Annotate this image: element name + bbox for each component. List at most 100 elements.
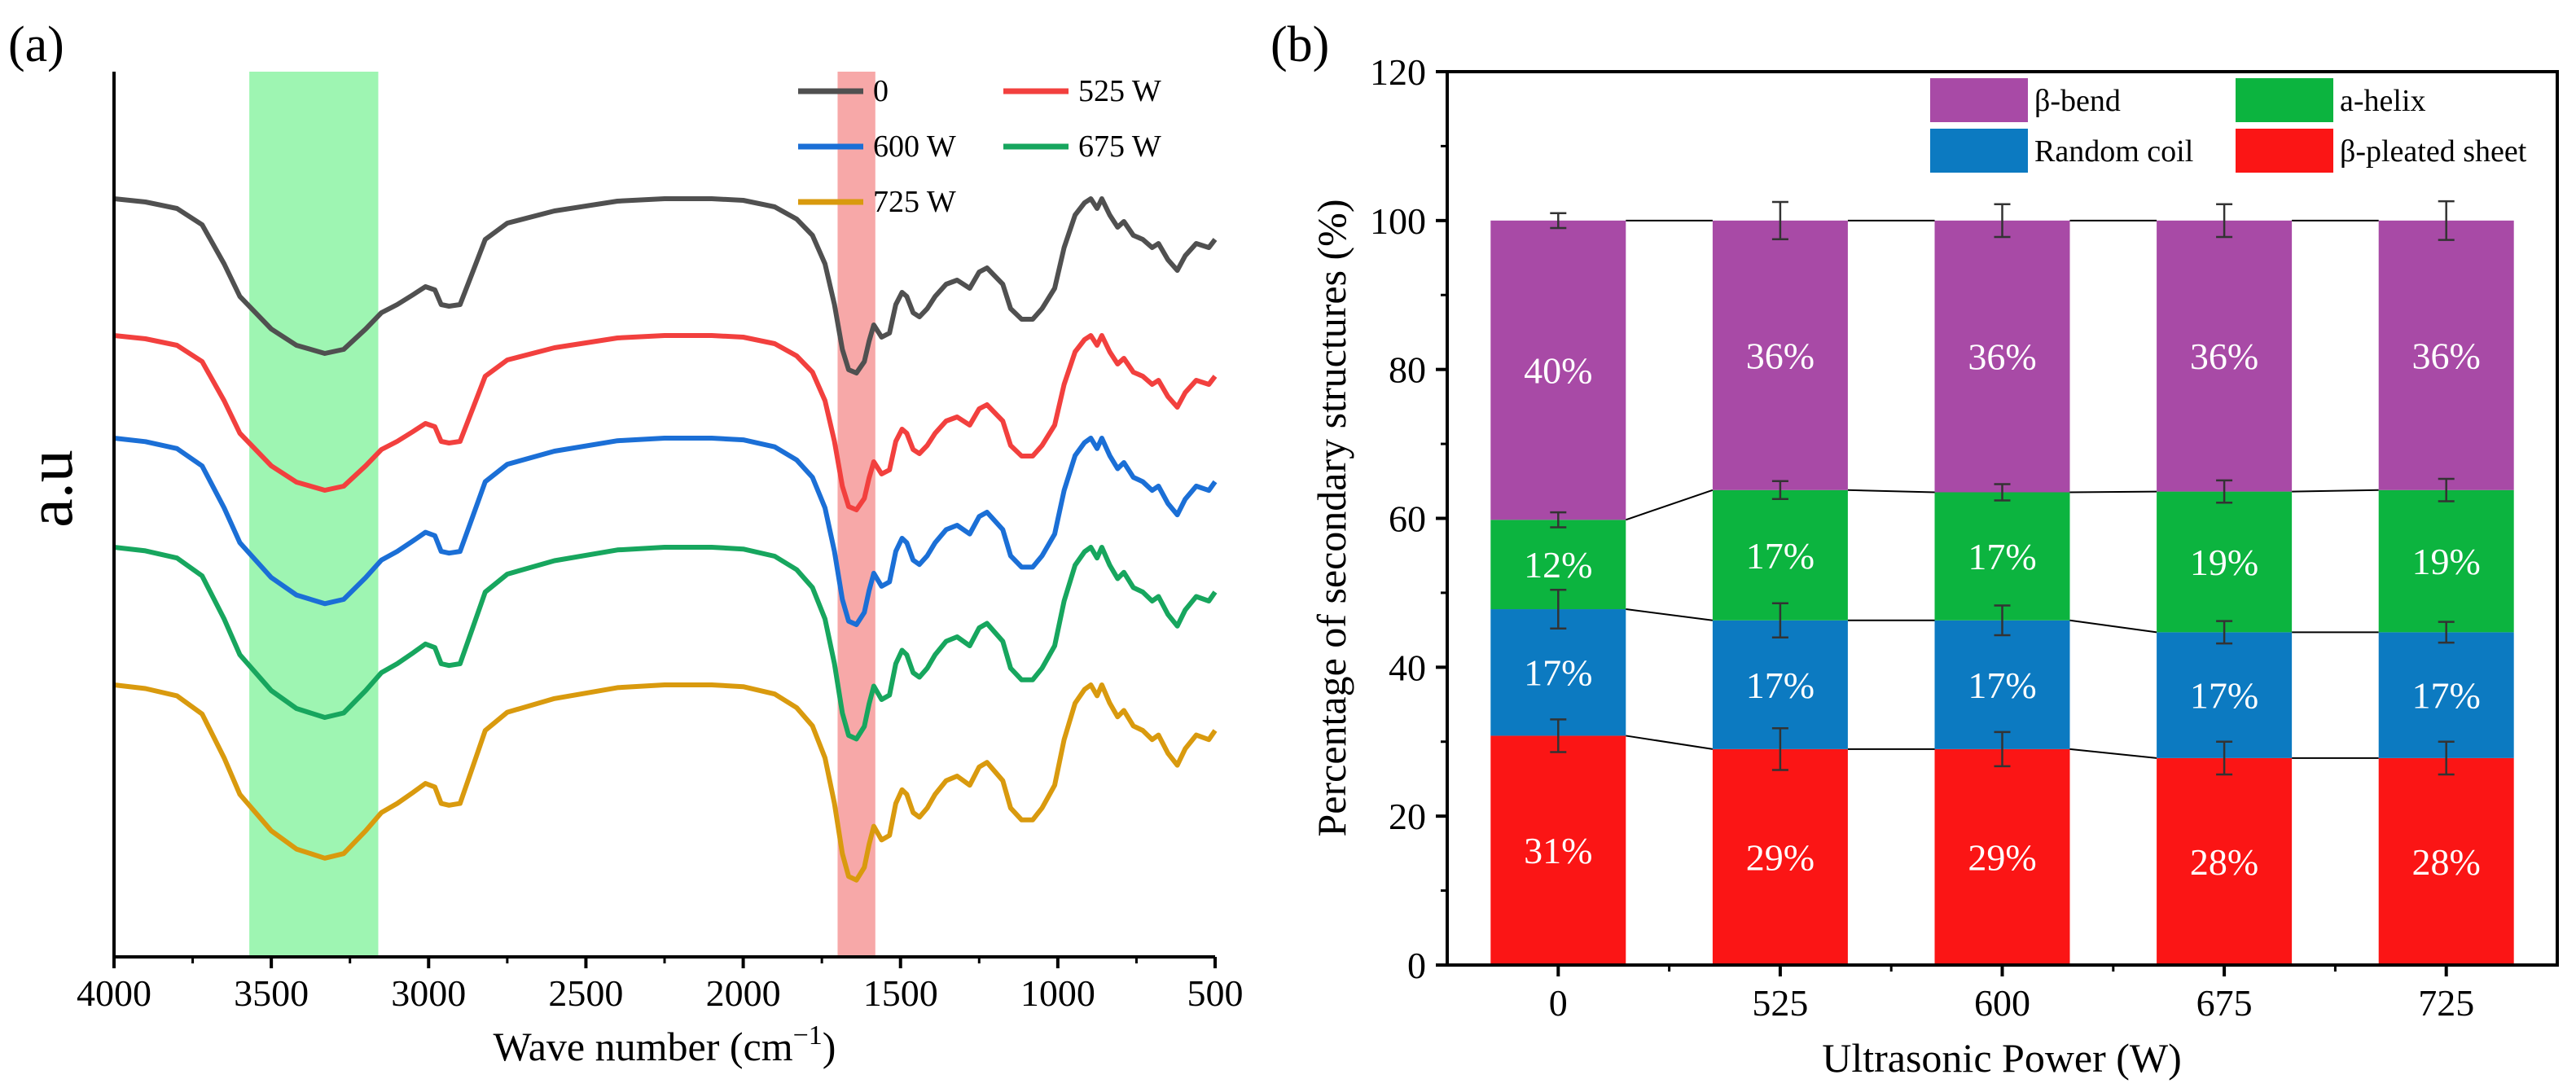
b-bar-value-label: 36%	[2412, 335, 2481, 376]
b-error-bar	[1771, 602, 1788, 639]
a-x-tick-label: 1500	[863, 972, 938, 1014]
b-bar-value-label: 36%	[1746, 335, 1815, 376]
b-connector-line	[2069, 619, 2157, 634]
b-y-tick-label: 120	[1370, 51, 1426, 93]
b-connector-line	[2069, 490, 2157, 494]
b-error-bar	[2438, 621, 2455, 644]
b-bar-value-label: 28%	[2190, 841, 2258, 883]
b-error-bar	[2438, 200, 2455, 241]
b-bar-value-label: 17%	[1746, 665, 1815, 706]
b-bar-value-label: 29%	[1968, 836, 2036, 878]
b-error-bar	[2216, 620, 2233, 645]
b-error-bar	[1550, 589, 1567, 630]
b-bar-value-label: 29%	[1746, 836, 1815, 878]
b-bar-segment--pleated-sheet	[2157, 757, 2293, 965]
b-bar-segment-random-coil	[1490, 609, 1626, 736]
b-bar-value-label: 40%	[1524, 350, 1592, 392]
a-spectrum-line-0	[113, 196, 1218, 375]
b-bar-segment--pleated-sheet	[2378, 757, 2514, 965]
b-bar-segment--pleated-sheet	[1934, 748, 2070, 965]
b-bar-segment-random-coil	[2157, 632, 2293, 758]
b-error-bar	[1994, 730, 2011, 768]
b-error-bar	[1994, 483, 2011, 502]
b-legend-label: Random coil	[2034, 134, 2193, 169]
a-highlight-band-1	[837, 72, 875, 957]
panel-b-stacked-bar-chart: (b) 31% 17% 12% 40% 29% 17% 17% 36% 29% 17% 17% 36%…	[1270, 17, 2559, 1081]
b-x-tick-label: 525	[1752, 982, 1808, 1024]
b-x-tick-label: 600	[1974, 982, 2030, 1024]
b-error-bar	[2216, 740, 2233, 776]
b-bar-segment--bend	[2378, 220, 2514, 490]
b-bar-value-label: 17%	[1968, 665, 2036, 706]
b-legend-label: β-bend	[2034, 84, 2121, 118]
b-bar-segment-a-helix	[2378, 489, 2514, 633]
b-bar-value-label: 17%	[2412, 675, 2481, 717]
b-bar-segment--bend	[1934, 220, 2070, 493]
b-bar-value-label: 17%	[2190, 675, 2258, 717]
b-legend: β-bend a-helix Random coil β-pleated sheet	[1930, 78, 2527, 173]
a-spectrum-line-600w	[113, 436, 1218, 627]
b-bar-value-label: 36%	[1968, 336, 2036, 378]
b-connector-line	[2069, 748, 2157, 759]
b-y-axis-label: Percentage of secondary structures (%)	[1309, 200, 1354, 837]
b-error-bar	[2216, 479, 2233, 504]
b-bar-segment-random-coil	[2378, 632, 2514, 758]
a-x-tick-label: 2000	[706, 972, 781, 1014]
b-bar-value-label: 19%	[2412, 541, 2481, 582]
b-connector-line	[1626, 735, 1714, 750]
a-x-tick-label: 2500	[548, 972, 623, 1014]
a-x-axis-label: Wave number (cm−1)	[494, 1020, 836, 1069]
panel-a-ftir-chart: (a) 4000 3500 3000 2500 2000 1500 1000 500 Wave…	[8, 17, 1244, 1069]
a-x-tick-label: 3500	[234, 972, 309, 1014]
b-legend-swatch	[1930, 129, 2028, 173]
b-bar-segment--bend	[2157, 220, 2293, 492]
a-legend-label: 725 W	[873, 185, 956, 219]
b-error-bar	[1771, 480, 1788, 500]
b-legend-label: a-helix	[2340, 84, 2426, 118]
b-x-axis-label: Ultrasonic Power (W)	[1822, 1035, 2182, 1081]
b-y-tick-label: 0	[1407, 945, 1426, 986]
b-x-tick-label: 725	[2418, 982, 2474, 1024]
b-bar-segment--bend	[1490, 220, 1626, 520]
b-error-bar	[2438, 477, 2455, 502]
a-legend-label: 0	[873, 74, 889, 108]
b-legend-label: β-pleated sheet	[2340, 134, 2527, 169]
b-bar-segment-a-helix	[1934, 492, 2070, 621]
a-highlight-band-0	[249, 72, 379, 957]
b-bar-value-label: 19%	[2190, 542, 2258, 583]
b-connector-line	[1625, 489, 1714, 521]
a-spectrum-line-725w	[113, 682, 1218, 883]
b-legend-swatch	[2236, 78, 2333, 122]
b-legend-swatch	[1930, 78, 2028, 122]
b-x-tick-label: 0	[1549, 982, 1568, 1024]
b-bar-value-label: 17%	[1968, 536, 2036, 577]
panel-b-label: (b)	[1270, 17, 1329, 72]
b-y-tick-label: 100	[1370, 200, 1426, 242]
b-bar-segment--pleated-sheet	[1490, 735, 1626, 965]
a-x-tick-label: 3000	[391, 972, 466, 1014]
a-spectrum-line-675w	[113, 545, 1218, 742]
b-bar-segment--pleated-sheet	[1712, 748, 1848, 965]
b-y-tick-label: 80	[1389, 349, 1426, 391]
b-error-bar	[1994, 203, 2011, 239]
a-x-tick-label: 500	[1187, 972, 1244, 1014]
b-error-bar	[1550, 718, 1567, 753]
a-x-tick-label: 1000	[1020, 972, 1095, 1014]
b-connector-line	[1626, 608, 1714, 621]
b-bar-segment-random-coil	[1934, 620, 2070, 749]
b-error-bar	[1771, 200, 1788, 240]
a-legend-label: 675 W	[1078, 129, 1161, 164]
a-legend: 0 525 W 600 W 675 W 725 W	[798, 74, 1161, 219]
b-error-bar	[2216, 203, 2233, 239]
a-legend-label: 525 W	[1078, 74, 1161, 108]
b-bar-segment--bend	[1712, 220, 1848, 490]
b-bar-value-label: 17%	[1746, 535, 1815, 577]
b-bar-segment-a-helix	[2157, 491, 2293, 633]
b-legend-swatch	[2236, 129, 2333, 173]
b-error-bar	[1994, 604, 2011, 637]
b-bar-value-label: 17%	[1524, 652, 1592, 694]
panel-a-label: (a)	[8, 17, 64, 72]
b-y-tick-label: 20	[1389, 796, 1426, 837]
b-bar-value-label: 31%	[1524, 830, 1592, 871]
b-y-tick-label: 60	[1389, 498, 1426, 540]
